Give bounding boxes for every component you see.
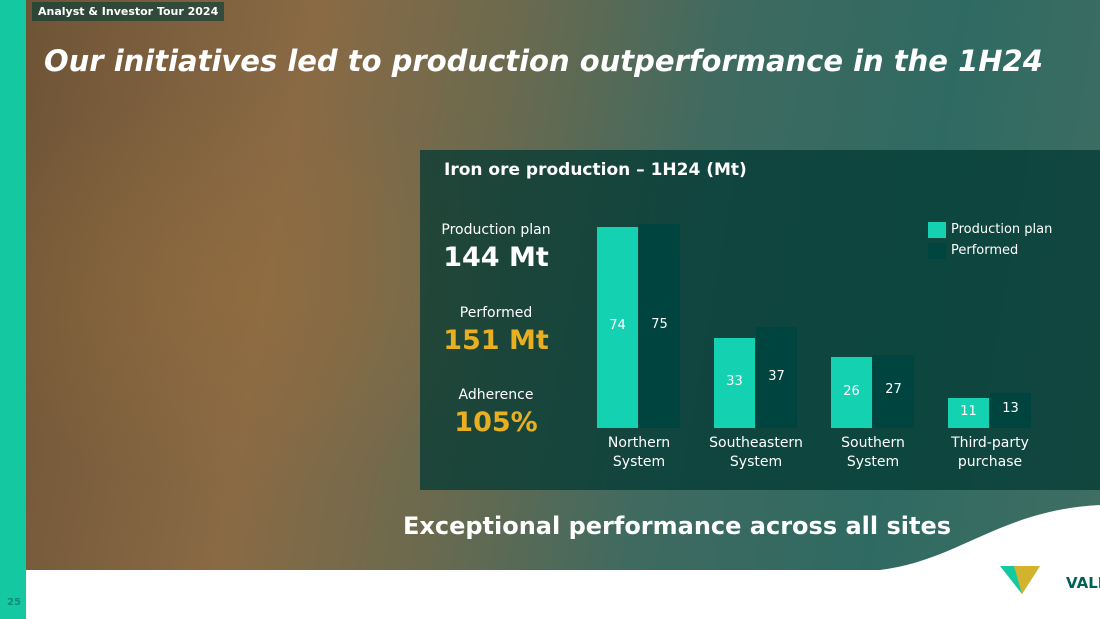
kpi-label: Adherence bbox=[458, 387, 534, 403]
value-label: 13 bbox=[1002, 401, 1019, 417]
value-label: 75 bbox=[651, 317, 668, 332]
value-label: 26 bbox=[843, 383, 860, 399]
subtitle: Exceptional performance across all sites bbox=[402, 512, 952, 540]
wave bbox=[880, 505, 1100, 619]
bar bbox=[714, 338, 755, 428]
bar bbox=[948, 398, 989, 428]
x-tick-label: Third-party purchase bbox=[951, 435, 1029, 470]
value-label: 33 bbox=[726, 374, 743, 390]
kpi-label: Performed bbox=[459, 305, 533, 321]
legend-swatch bbox=[928, 222, 946, 238]
bar bbox=[873, 354, 914, 428]
bar bbox=[639, 224, 680, 428]
value-label: 37 bbox=[768, 368, 785, 384]
value-label: 11 bbox=[960, 404, 977, 420]
legend-label: Production plan bbox=[951, 222, 1053, 237]
bar bbox=[756, 327, 797, 428]
page-number: 25 bbox=[7, 597, 21, 608]
x-tick-label: Southeastern System bbox=[709, 435, 803, 470]
x-tick-label: Northern System bbox=[607, 435, 671, 470]
value-label: 74 bbox=[609, 318, 626, 334]
bar bbox=[831, 357, 872, 428]
tag: Analyst & Investor Tour 2024 bbox=[32, 2, 225, 21]
legend-label: Performed bbox=[951, 243, 1019, 258]
x-tick-label: Southern System bbox=[841, 435, 905, 470]
kpi-label: Production plan bbox=[441, 222, 551, 238]
value-label: 27 bbox=[885, 382, 902, 398]
left-bar bbox=[0, 0, 26, 619]
kpi-value: 151 Mt bbox=[443, 325, 549, 356]
bar bbox=[990, 392, 1031, 428]
title: Our initiatives led to production outper… bbox=[44, 44, 1043, 78]
bar bbox=[597, 226, 638, 428]
chart-title: Iron ore production – 1H24 (Mt) bbox=[444, 160, 747, 180]
chart-panel bbox=[420, 150, 1100, 490]
logo-mark bbox=[1014, 566, 1040, 594]
legend-swatch bbox=[928, 243, 946, 259]
kpi-value: 105% bbox=[454, 407, 538, 438]
logo-text: VALE bbox=[1066, 574, 1100, 592]
kpi-value: 144 Mt bbox=[443, 242, 549, 273]
